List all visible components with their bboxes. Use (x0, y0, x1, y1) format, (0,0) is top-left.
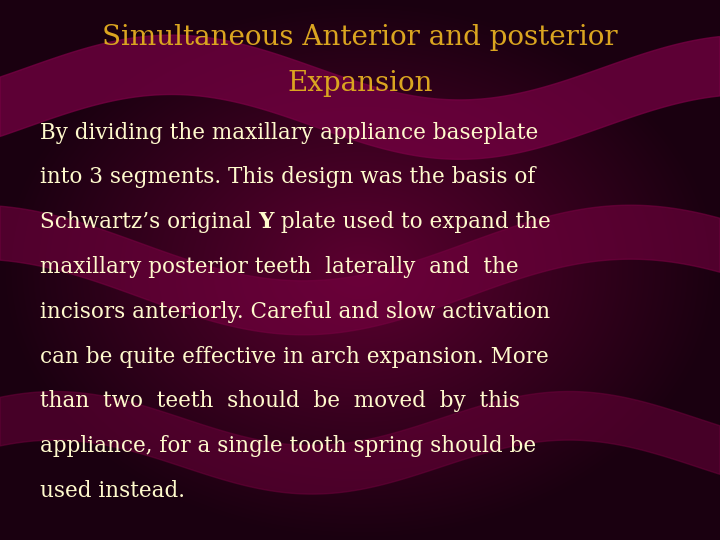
Text: incisors anteriorly. Careful and slow activation: incisors anteriorly. Careful and slow ac… (40, 301, 550, 323)
Text: Expansion: Expansion (287, 70, 433, 97)
Text: Y: Y (258, 211, 274, 233)
Text: Simultaneous Anterior and posterior: Simultaneous Anterior and posterior (102, 24, 618, 51)
Text: Schwartz’s original: Schwartz’s original (40, 211, 258, 233)
Text: used instead.: used instead. (40, 480, 184, 502)
Text: appliance, for a single tooth spring should be: appliance, for a single tooth spring sho… (40, 435, 536, 457)
Text: into 3 segments. This design was the basis of: into 3 segments. This design was the bas… (40, 166, 535, 188)
Text: maxillary posterior teeth  laterally  and  the: maxillary posterior teeth laterally and … (40, 256, 518, 278)
Text: By dividing the maxillary appliance baseplate: By dividing the maxillary appliance base… (40, 122, 538, 144)
Text: than  two  teeth  should  be  moved  by  this: than two teeth should be moved by this (40, 390, 520, 413)
Text: plate used to expand the: plate used to expand the (274, 211, 550, 233)
Text: can be quite effective in arch expansion. More: can be quite effective in arch expansion… (40, 346, 549, 368)
